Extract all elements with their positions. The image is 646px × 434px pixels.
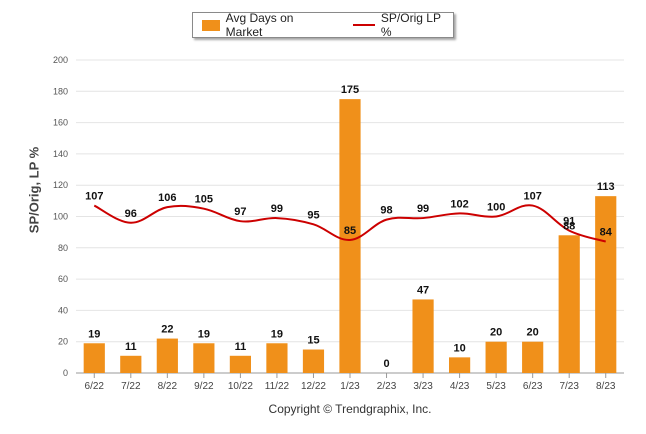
y-tick-label: 120 (53, 180, 68, 190)
x-tick-label: 4/23 (450, 381, 470, 392)
bar-value-label: 19 (88, 328, 100, 340)
x-tick-label: 1/23 (340, 381, 360, 392)
line-value-label: 96 (125, 208, 137, 220)
bar-value-label: 11 (125, 341, 137, 353)
series-line (93, 204, 607, 243)
y-tick-label: 140 (53, 149, 68, 159)
x-tick-label: 6/23 (523, 381, 543, 392)
bar-value-label: 10 (453, 342, 465, 354)
line-value-label: 106 (158, 192, 176, 204)
x-tick-label: 7/22 (121, 381, 141, 392)
x-tick-label: 2/23 (377, 381, 397, 392)
bar (266, 343, 288, 373)
legend-line-label: SP/Orig LP % (380, 11, 441, 39)
line-value-label: 100 (487, 202, 505, 214)
chart-legend: Avg Days on Market SP/Orig LP % (192, 11, 454, 39)
bar-value-label: 22 (161, 324, 173, 336)
y-tick-label: 80 (58, 243, 68, 253)
copyright-text: Copyright © Trendgraphix, Inc. (268, 402, 432, 416)
x-tick-label: 8/22 (158, 381, 178, 392)
y-tick-label: 40 (58, 305, 68, 315)
y-tick-label: 0 (63, 368, 68, 378)
bar (522, 341, 544, 373)
bar (302, 349, 325, 373)
bar (595, 196, 617, 373)
line-value-label: 99 (417, 203, 429, 215)
line-value-label: 107 (85, 191, 103, 203)
bar-value-label: 19 (271, 328, 283, 340)
bar (339, 99, 361, 373)
bar-value-label: 20 (527, 327, 539, 339)
x-tick-label: 7/23 (559, 381, 579, 392)
legend-bar-swatch (202, 19, 220, 31)
line-value-label: 98 (380, 205, 392, 217)
x-tick-label: 9/22 (194, 381, 214, 392)
line-value-label: 97 (234, 206, 246, 218)
bar (120, 355, 142, 373)
x-tick-label: 5/23 (486, 381, 506, 392)
legend-item-bar: Avg Days on Market (202, 11, 331, 39)
bar (485, 341, 507, 373)
legend-line-swatch (353, 24, 375, 26)
bar-value-label: 175 (341, 84, 359, 96)
bar (412, 299, 434, 373)
line-value-label: 84 (600, 227, 613, 239)
legend-item-line: SP/Orig LP % (331, 11, 453, 39)
bar (229, 355, 251, 373)
x-tick-label: 12/22 (301, 381, 326, 392)
y-tick-label: 200 (53, 55, 68, 65)
bar-value-label: 19 (198, 328, 210, 340)
y-tick-label: 60 (58, 274, 68, 284)
y-tick-label: 100 (53, 212, 68, 222)
line-value-label: 107 (523, 191, 541, 203)
bar (193, 343, 215, 373)
bar-value-label: 88 (563, 220, 575, 232)
x-tick-label: 8/23 (596, 381, 616, 392)
bar-value-label: 11 (235, 341, 247, 353)
x-tick-label: 3/23 (413, 381, 433, 392)
bar-value-label: 0 (383, 358, 389, 370)
x-tick-label: 11/22 (265, 381, 290, 392)
line-value-label: 95 (307, 209, 319, 221)
bar-value-label: 15 (307, 335, 319, 347)
bar-value-label: 47 (417, 284, 429, 296)
line-value-label: 102 (450, 198, 468, 210)
y-tick-label: 180 (53, 86, 68, 96)
x-tick-label: 10/22 (228, 381, 253, 392)
bar-value-label: 113 (597, 181, 615, 193)
line-value-label: 91 (563, 216, 575, 228)
bar (558, 235, 580, 373)
legend-bar-label: Avg Days on Market (225, 11, 294, 39)
x-tick-label: 6/22 (85, 381, 105, 392)
bar (156, 338, 178, 373)
y-tick-label: 20 (58, 337, 68, 347)
line-value-label: 105 (195, 194, 213, 206)
bar (449, 357, 471, 373)
line-value-label: 99 (271, 203, 283, 215)
bar (83, 343, 105, 373)
y-tick-label: 160 (53, 118, 68, 128)
bar-value-label: 20 (490, 327, 502, 339)
line-value-label: 85 (344, 225, 356, 237)
